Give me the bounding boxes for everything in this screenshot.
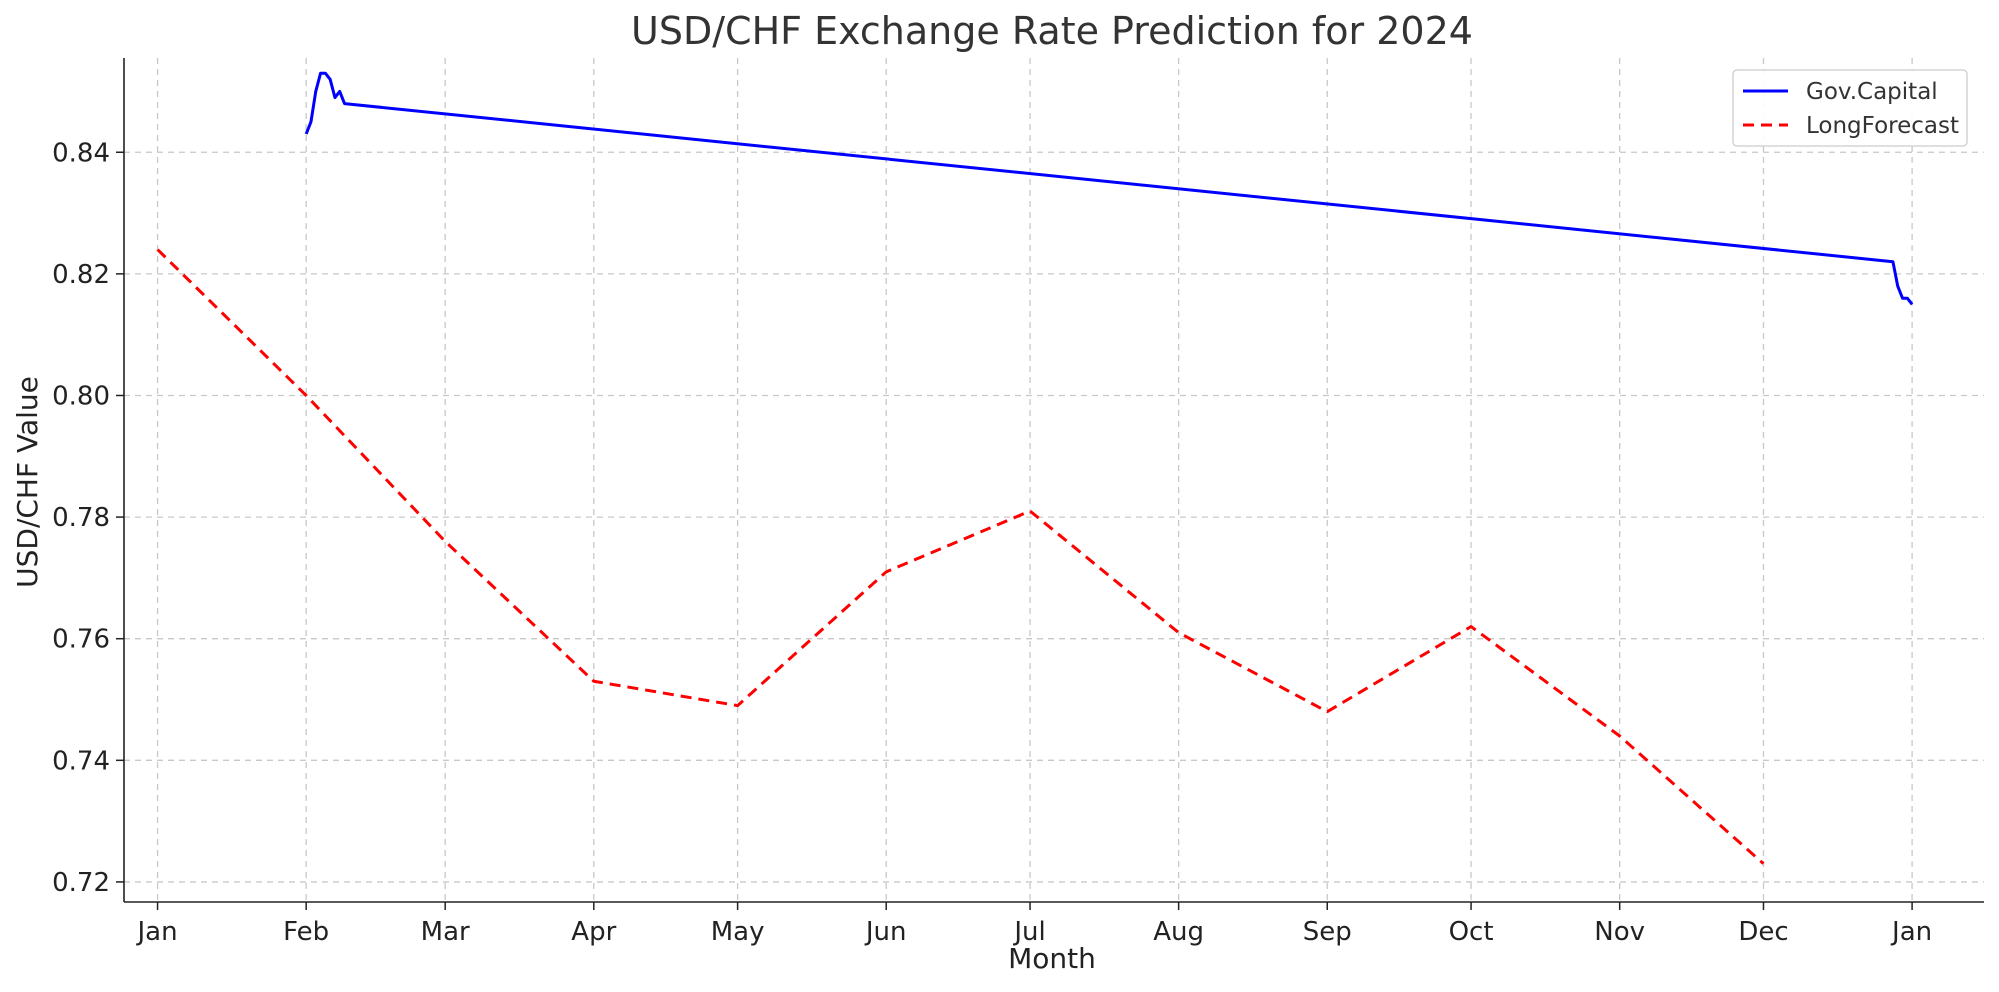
x-tick-label: May — [711, 917, 765, 947]
x-tick-label: Sep — [1303, 917, 1352, 947]
grid — [124, 58, 1984, 902]
x-tick-label: Mar — [421, 917, 470, 947]
y-tick-label: 0.80 — [52, 381, 110, 411]
y-tick-label: 0.72 — [52, 868, 110, 898]
ticks: Jan Feb Mar Apr May Jun Jul Aug Sep Oct Nov Dec Jan 0… — [52, 138, 1932, 947]
legend: Gov.Capital LongForecast — [1732, 69, 1968, 147]
legend-box — [1732, 69, 1968, 147]
series-line-longforecast — [156, 248, 1765, 865]
y-tick-label: 0.78 — [52, 503, 110, 533]
x-tick-label: Aug — [1153, 917, 1204, 947]
legend-label: LongForecast — [1806, 113, 1959, 139]
x-tick-label: Jul — [1012, 917, 1045, 947]
x-tick-label: Jun — [864, 917, 907, 947]
x-tick-label: Nov — [1594, 917, 1645, 947]
x-tick-label: Feb — [283, 917, 329, 947]
x-tick-label: Jan — [136, 917, 178, 947]
y-tick-label: 0.84 — [52, 138, 110, 168]
series-line-gov-capital — [304, 71, 1914, 306]
x-tick-label: Apr — [571, 917, 616, 947]
x-tick-label: Oct — [1449, 917, 1494, 947]
x-tick-label: Jan — [1890, 917, 1932, 947]
y-tick-label: 0.74 — [52, 746, 110, 776]
x-axis-title: Month — [1008, 942, 1096, 975]
legend-label: Gov.Capital — [1806, 79, 1938, 105]
x-tick-label: Dec — [1738, 917, 1788, 947]
y-axis-title: USD/CHF Value — [11, 376, 44, 588]
y-tick-label: 0.76 — [52, 625, 110, 655]
y-tick-label: 0.82 — [52, 260, 110, 290]
axes — [123, 58, 1984, 903]
chart-title: USD/CHF Exchange Rate Prediction for 202… — [631, 9, 1473, 53]
series-lines — [156, 71, 1914, 865]
